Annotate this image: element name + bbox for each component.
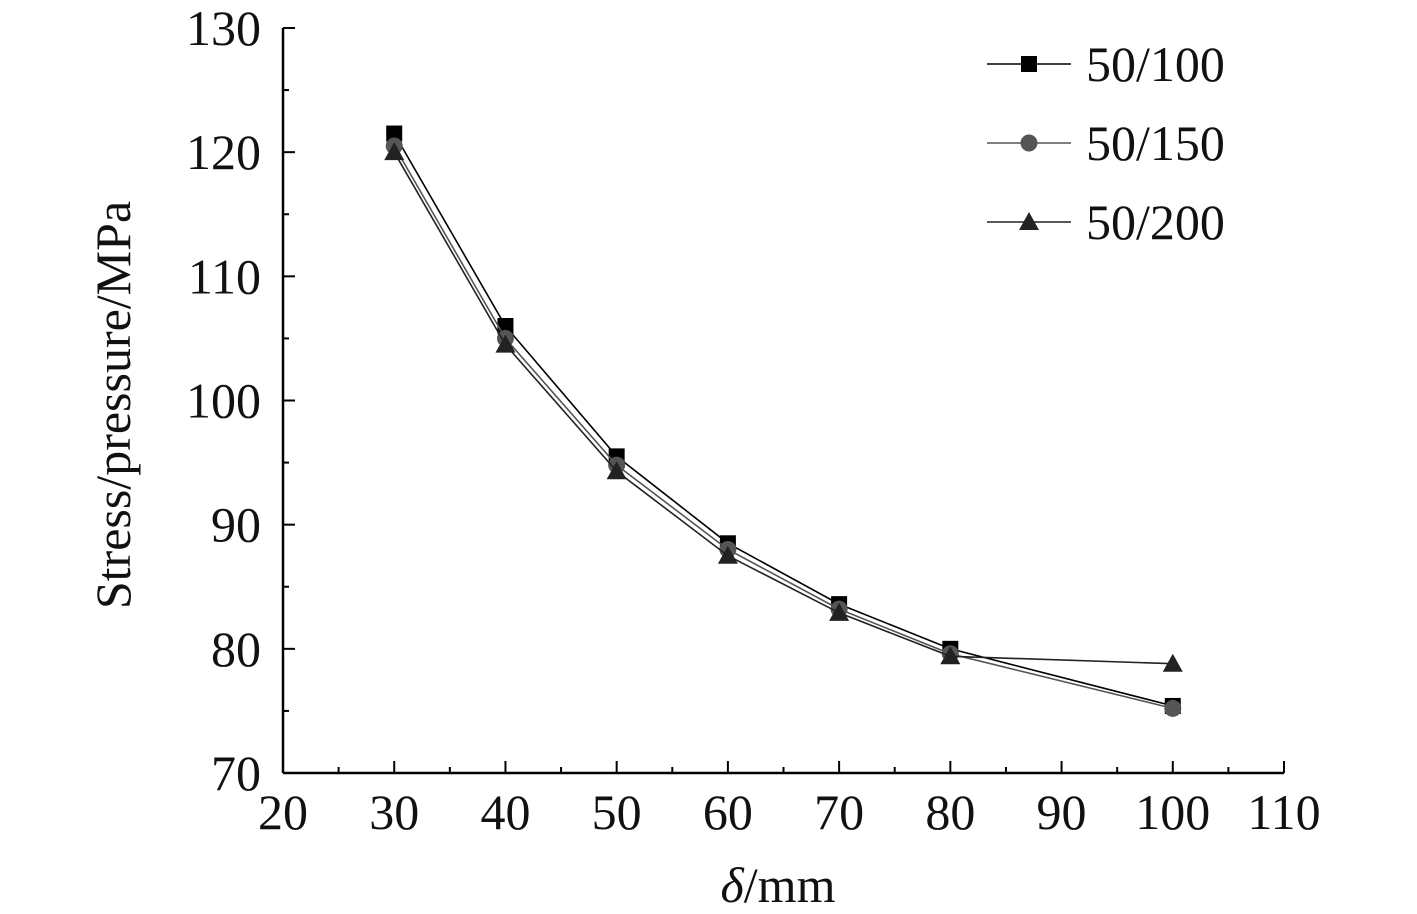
series-triangle [384,142,1183,672]
y-tick-label: 120 [186,124,261,180]
x-axis-label-symbol: δ [721,857,745,913]
data-point-triangle [940,646,961,665]
legend-marker-square [1021,56,1037,72]
x-tick-label: 80 [925,784,975,840]
data-point-circle [1164,699,1182,717]
legend-label: 50/100 [1086,36,1225,92]
series-line [393,151,1173,665]
x-tick-label: 110 [1247,784,1320,840]
x-tick-label: 70 [814,784,864,840]
data-point-triangle [717,545,738,564]
x-tick-label: 30 [369,784,419,840]
x-tick-label: 100 [1135,784,1210,840]
y-tick-label: 100 [186,373,261,429]
legend-label: 50/200 [1086,194,1225,250]
series-line [393,133,1173,707]
x-axis-label-unit: /mm [744,857,836,913]
y-tick-label: 110 [188,248,261,304]
x-tick-label: 90 [1037,784,1087,840]
data-point-triangle [384,142,405,161]
y-tick-label: 90 [211,497,261,553]
legend-item: 50/200 [987,194,1225,250]
legend: 50/100 50/150 50/200 [987,36,1225,250]
legend-marker-triangle [1019,212,1039,230]
data-point-triangle [495,334,516,353]
series-layer [384,125,1183,717]
data-point-square [386,125,403,142]
y-axis-label: Stress/pressure/MPa [85,201,141,609]
y-tick-label: 130 [186,0,261,56]
data-point-triangle [829,602,850,621]
x-axis-label: δ/mm [721,857,836,913]
legend-label: 50/150 [1086,115,1225,171]
data-point-triangle [1162,653,1183,672]
x-tick-label: 60 [703,784,753,840]
x-tick-label: 50 [592,784,642,840]
y-tick-label: 80 [211,621,261,677]
axes: 20 30 40 50 60 70 80 90 100 110 70 80 90 100 110 120 130 [186,0,1321,840]
data-point-triangle [606,461,627,480]
series-line [393,145,1173,710]
x-tick-label: 40 [480,784,530,840]
y-tick-label: 70 [211,745,261,801]
series-circle [385,137,1182,717]
legend-item: 50/150 [987,115,1225,171]
legend-marker-circle [1020,134,1038,152]
series-square [386,125,1181,714]
x-tick-label: 20 [258,784,308,840]
legend-item: 50/100 [987,36,1225,92]
